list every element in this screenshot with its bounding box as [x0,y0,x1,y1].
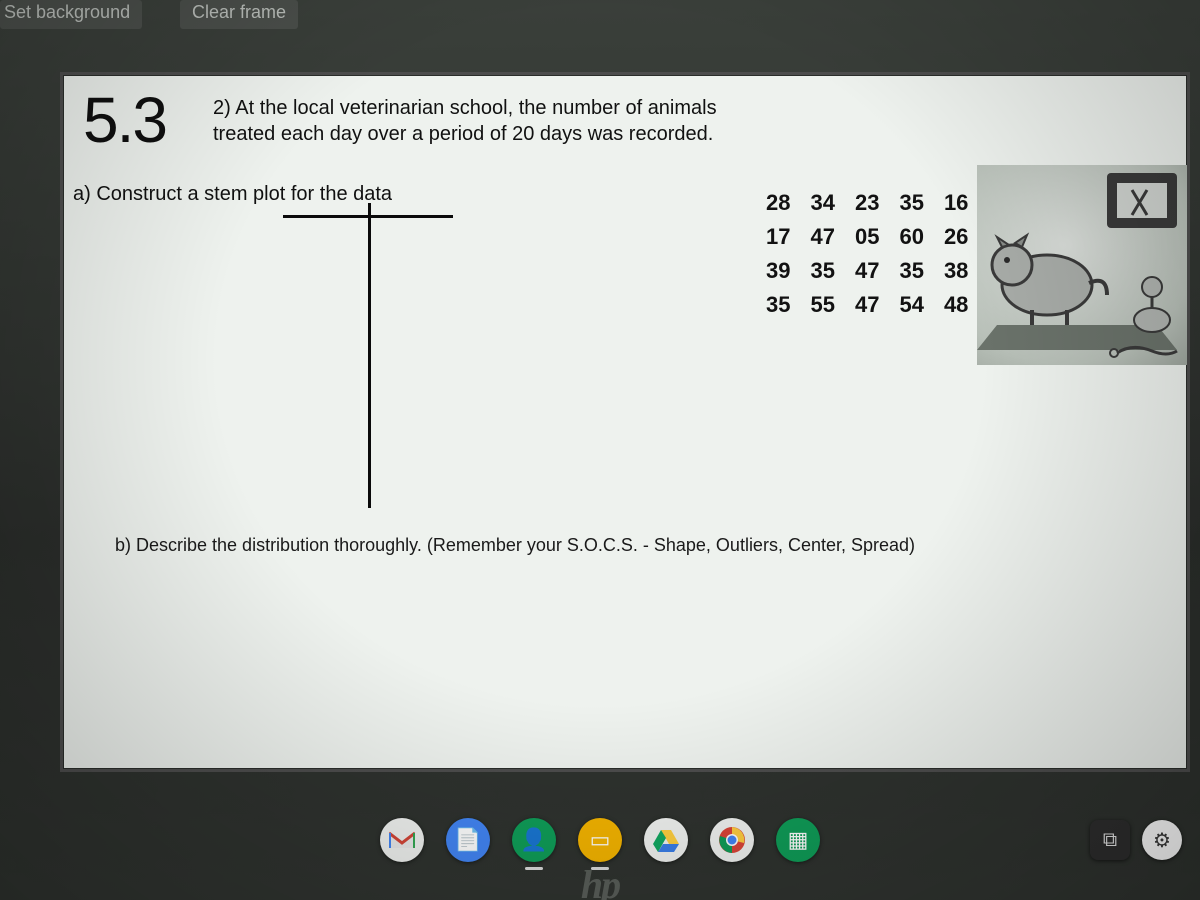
data-cell: 38 [935,255,977,287]
part-a-prompt: a) Construct a stem plot for the data [73,183,392,206]
data-table: 28 34 23 35 16 17 47 05 60 26 39 35 47 3… [755,185,979,323]
set-background-button[interactable]: Set background [0,0,142,29]
data-cell: 35 [890,187,932,219]
stem-axis-vertical [368,203,371,508]
data-cell: 34 [801,187,843,219]
data-cell: 05 [846,221,888,253]
clear-frame-button[interactable]: Clear frame [180,0,298,29]
data-cell: 39 [757,255,799,287]
part-b-prompt: b) Describe the distribution thoroughly.… [115,535,915,556]
table-row: 28 34 23 35 16 [757,187,977,219]
hp-logo: hp [581,861,619,900]
data-cell: 35 [757,289,799,321]
data-cell: 54 [890,289,932,321]
table-row: 35 55 47 54 48 [757,289,977,321]
data-cell: 23 [846,187,888,219]
settings-icon[interactable]: ⚙ [1142,820,1182,860]
sheets-icon[interactable]: ▦ [776,818,820,862]
slides-icon[interactable]: ▭ [578,818,622,862]
data-cell: 28 [757,187,799,219]
data-cell: 47 [801,221,843,253]
drive-icon[interactable] [644,818,688,862]
active-indicator [525,867,543,870]
data-cell: 47 [846,255,888,287]
chrome-icon[interactable] [710,818,754,862]
data-cell: 35 [890,255,932,287]
classroom-icon[interactable]: 👤 [512,818,556,862]
data-cell: 26 [935,221,977,253]
question-text: 2) At the local veterinarian school, the… [213,95,773,147]
data-cell: 47 [846,289,888,321]
data-cell: 17 [757,221,799,253]
data-cell: 60 [890,221,932,253]
data-cell: 16 [935,187,977,219]
docs-icon[interactable]: 📄 [446,818,490,862]
table-row: 39 35 47 35 38 [757,255,977,287]
worksheet-frame[interactable]: 5.3 2) At the local veterinarian school,… [60,72,1190,772]
section-number: 5.3 [83,83,166,157]
vet-illustration [977,165,1190,365]
data-cell: 48 [935,289,977,321]
gmail-icon[interactable] [380,818,424,862]
layers-icon[interactable]: ⧉ [1090,820,1130,860]
table-row: 17 47 05 60 26 [757,221,977,253]
data-cell: 55 [801,289,843,321]
data-cell: 35 [801,255,843,287]
